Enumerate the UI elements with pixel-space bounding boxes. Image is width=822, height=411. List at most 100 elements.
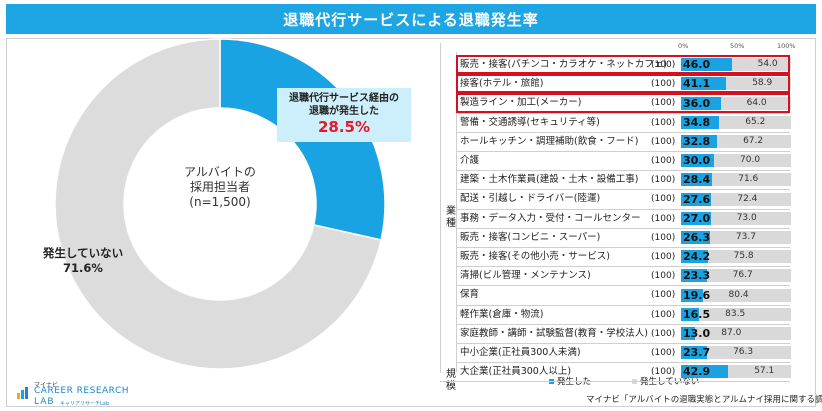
value-not-happened: 65.2 <box>745 116 766 127</box>
category-label: 清掃(ビル管理・メンテナンス) <box>460 270 591 282</box>
value-happened: 27.0 <box>683 211 711 225</box>
value-happened: 28.4 <box>683 173 711 187</box>
bar-not-happened <box>717 134 791 148</box>
value-not-happened: 54.0 <box>757 59 778 70</box>
happened-value: 28.5% <box>317 118 371 136</box>
row-separator <box>456 170 790 172</box>
bar-happened <box>681 192 712 206</box>
sample-size-label: (100) <box>651 290 676 301</box>
bar-happened <box>681 250 708 264</box>
bar-not-happened <box>695 326 791 340</box>
sample-size-label: (100) <box>651 271 676 282</box>
bar-not-happened <box>707 250 791 264</box>
category-label: 家庭教師・講師・試験監督(教育・学校法人) <box>460 327 648 339</box>
sample-size-label: (100) <box>651 98 676 109</box>
row-separator <box>456 208 790 210</box>
bar-happened <box>681 346 708 360</box>
category-label: 事務・データ入力・受付・コールセンター <box>460 212 641 224</box>
row-separator <box>456 131 790 133</box>
logo-line3: LAB <box>34 397 55 407</box>
bar-not-happened <box>728 365 791 379</box>
sample-size-label: (100) <box>651 79 676 90</box>
bar-happened <box>681 134 718 148</box>
value-not-happened: 72.4 <box>737 193 758 204</box>
sample-size-label: (100) <box>651 175 676 186</box>
axis-tick-label: 0% <box>678 42 689 50</box>
value-happened: 24.2 <box>683 250 711 264</box>
value-not-happened: 73.0 <box>736 212 757 223</box>
logo-line1: マイナビ <box>34 382 58 389</box>
category-label: 介護 <box>460 155 480 166</box>
value-happened: 41.1 <box>683 77 711 91</box>
legend-swatch-happened <box>549 378 554 384</box>
value-not-happened: 76.7 <box>732 270 753 281</box>
bar-happened <box>681 77 727 91</box>
category-label: 配送・引越し・ドライバー(陸運) <box>460 193 601 205</box>
value-happened: 32.8 <box>683 134 711 148</box>
bar-chart-panel <box>440 43 816 373</box>
axis-tick-label: 100% <box>777 42 796 50</box>
sample-size-label: (100) <box>651 60 676 70</box>
category-label: 販売・接客(パチンコ・カラオケ・ネットカフェ) <box>460 59 667 70</box>
brand-logo: マイナビ CAREER RESEARCH LAB キャリアリサーチLab <box>14 380 134 410</box>
group-label-char: 規 <box>446 369 456 381</box>
value-not-happened: 83.5 <box>725 308 746 319</box>
row-separator <box>456 381 790 383</box>
bar-not-happened <box>709 230 791 244</box>
bar-happened <box>681 230 710 244</box>
row-separator <box>456 266 790 268</box>
sample-size-label: (100) <box>651 232 676 243</box>
sample-size-label: (100) <box>651 117 676 128</box>
category-label: 接客(ホテル・旅館) <box>460 78 544 90</box>
highlight-box <box>456 74 790 94</box>
bar-not-happened <box>711 192 791 206</box>
value-not-happened: 67.2 <box>743 135 764 146</box>
row-separator <box>456 304 790 306</box>
value-happened: 42.9 <box>683 365 711 379</box>
row-separator <box>456 323 790 325</box>
bar-happened <box>681 115 720 129</box>
row-separator <box>456 285 790 287</box>
bar-happened <box>681 365 729 379</box>
sample-size-label: (100) <box>651 156 676 166</box>
bar-not-happened <box>712 173 791 187</box>
highlight-box <box>456 55 790 75</box>
group-label-char: 模 <box>446 381 456 393</box>
bar-happened <box>681 211 711 225</box>
source-note: マイナビ「アルバイトの退職実態とアルムナイ採用に関する調査」 <box>586 395 822 405</box>
bar-happened <box>681 96 721 110</box>
bar-not-happened <box>706 269 791 283</box>
group-divider <box>456 52 457 372</box>
group-label: 規模 <box>445 369 457 393</box>
page-title: 退職代行サービスによる退職発生率 <box>6 4 816 34</box>
content-frame <box>6 38 816 407</box>
value-happened: 26.3 <box>683 230 711 244</box>
row-separator <box>456 151 790 152</box>
group-label-char: 業 <box>446 206 456 218</box>
logo-line4: キャリアリサーチLab <box>60 401 110 407</box>
sample-size-label: (100) <box>651 309 676 320</box>
legend-swatch-not-happened <box>632 378 637 384</box>
sample-size-label: (100) <box>651 194 676 205</box>
sample-size-label: (100) <box>651 348 676 358</box>
sample-size-label: (100) <box>651 328 676 339</box>
group-separator <box>440 381 456 383</box>
highlight-box <box>456 93 790 113</box>
category-label: 販売・接客(コンビニ・スーパー) <box>460 231 601 243</box>
bar-happened <box>681 326 696 340</box>
value-happened: 34.8 <box>683 115 711 129</box>
bar-not-happened <box>731 58 791 72</box>
row-separator <box>456 227 790 229</box>
bar-not-happened <box>726 77 791 91</box>
category-label: 販売・接客(その他小売・サービス) <box>460 251 610 262</box>
category-label: 中小企業(正社員300人未満) <box>460 347 581 358</box>
bar-not-happened <box>699 307 791 321</box>
bar-not-happened <box>719 115 791 129</box>
value-happened: 19.6 <box>683 288 711 302</box>
category-label: 建築・土木作業員(建設・土木・設備工事) <box>460 174 639 186</box>
category-label: 軽作業(倉庫・物流) <box>460 308 544 320</box>
donut-slice-not-happened <box>54 38 382 370</box>
not-happened-value: 71.6% <box>63 261 103 275</box>
not-happened-callout: 発生していない 71.6% <box>28 246 138 276</box>
bar-not-happened <box>710 211 791 225</box>
